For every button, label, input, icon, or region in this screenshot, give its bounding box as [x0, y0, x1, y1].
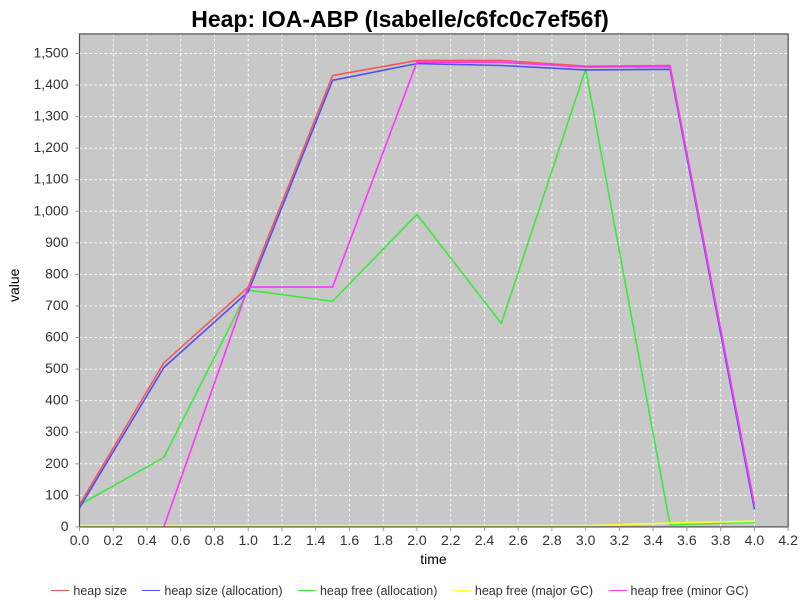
- svg-text:3.2: 3.2: [610, 532, 630, 548]
- svg-text:1.8: 1.8: [373, 532, 393, 548]
- svg-text:400: 400: [45, 392, 69, 408]
- svg-text:3.8: 3.8: [711, 532, 731, 548]
- svg-text:1,000: 1,000: [33, 202, 68, 218]
- svg-text:2.4: 2.4: [475, 532, 495, 548]
- svg-text:1,300: 1,300: [33, 108, 68, 124]
- svg-text:500: 500: [45, 360, 69, 376]
- svg-text:3.4: 3.4: [643, 532, 663, 548]
- svg-text:800: 800: [45, 265, 69, 281]
- svg-text:2.2: 2.2: [441, 532, 461, 548]
- svg-text:300: 300: [45, 423, 69, 439]
- svg-text:1,500: 1,500: [33, 45, 68, 61]
- svg-text:0.6: 0.6: [171, 532, 191, 548]
- svg-text:2.0: 2.0: [407, 532, 427, 548]
- svg-text:1.4: 1.4: [306, 532, 326, 548]
- svg-text:1.6: 1.6: [340, 532, 360, 548]
- svg-text:1,400: 1,400: [33, 76, 68, 92]
- svg-text:1,100: 1,100: [33, 171, 68, 187]
- svg-text:1.2: 1.2: [272, 532, 292, 548]
- svg-text:3.6: 3.6: [677, 532, 697, 548]
- svg-text:1.0: 1.0: [238, 532, 258, 548]
- svg-text:1,200: 1,200: [33, 139, 68, 155]
- svg-text:100: 100: [45, 486, 69, 502]
- svg-text:600: 600: [45, 329, 69, 345]
- svg-text:4.2: 4.2: [778, 532, 798, 548]
- svg-text:3.0: 3.0: [576, 532, 596, 548]
- svg-text:200: 200: [45, 455, 69, 471]
- svg-text:2.6: 2.6: [508, 532, 528, 548]
- svg-text:4.0: 4.0: [745, 532, 765, 548]
- svg-text:0: 0: [61, 518, 69, 534]
- svg-text:0.4: 0.4: [137, 532, 157, 548]
- svg-text:700: 700: [45, 297, 69, 313]
- svg-text:900: 900: [45, 234, 69, 250]
- svg-text:0.0: 0.0: [70, 532, 90, 548]
- svg-text:0.2: 0.2: [104, 532, 124, 548]
- svg-text:0.8: 0.8: [205, 532, 225, 548]
- svg-text:2.8: 2.8: [542, 532, 562, 548]
